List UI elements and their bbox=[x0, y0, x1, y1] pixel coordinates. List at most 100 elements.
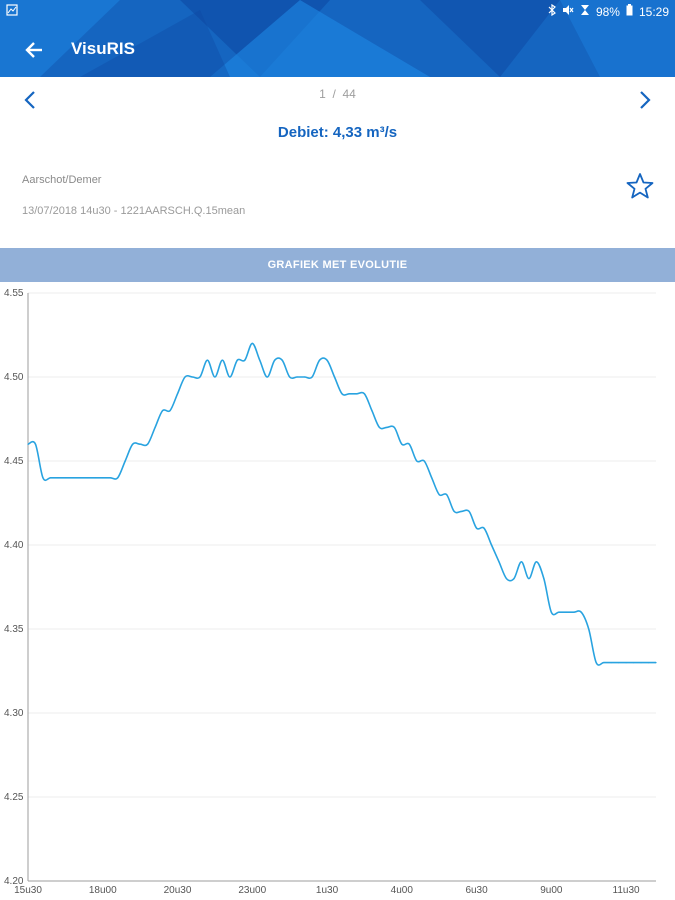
data-point bbox=[401, 443, 403, 445]
data-point bbox=[326, 359, 328, 361]
data-point bbox=[154, 426, 156, 428]
data-point bbox=[438, 494, 440, 496]
data-point bbox=[446, 494, 448, 496]
data-point bbox=[147, 443, 149, 445]
x-tick-label: 23u00 bbox=[238, 885, 266, 896]
series-line bbox=[27, 342, 656, 666]
data-point bbox=[289, 376, 291, 378]
data-point bbox=[640, 662, 642, 664]
notification-icon bbox=[6, 4, 18, 19]
data-point bbox=[27, 443, 29, 445]
data-point bbox=[102, 477, 104, 479]
star-icon bbox=[626, 173, 654, 199]
y-tick-label: 4.35 bbox=[4, 624, 24, 635]
data-point bbox=[632, 662, 635, 664]
app-bar: 98% 15:29 VisuRIS bbox=[0, 0, 675, 77]
data-point bbox=[603, 662, 605, 664]
data-point bbox=[311, 376, 313, 378]
data-point bbox=[251, 342, 253, 344]
data-point bbox=[461, 510, 463, 512]
discharge-value: Debiet: 4,33 m³/s bbox=[277, 124, 398, 141]
status-bar: 98% 15:29 bbox=[0, 0, 675, 24]
y-tick-label: 4.45 bbox=[4, 456, 24, 467]
data-point bbox=[625, 662, 627, 664]
app-title: VisuRIS bbox=[71, 39, 135, 58]
data-point bbox=[386, 426, 388, 428]
data-point bbox=[72, 477, 74, 479]
data-point bbox=[483, 527, 485, 529]
data-point bbox=[468, 510, 470, 512]
data-point bbox=[169, 410, 171, 412]
data-point bbox=[363, 393, 366, 395]
data-point bbox=[535, 561, 537, 563]
data-point bbox=[49, 477, 52, 479]
x-tick-label: 18u00 bbox=[89, 885, 117, 896]
data-point bbox=[333, 376, 336, 378]
data-point bbox=[109, 477, 111, 479]
data-point bbox=[79, 477, 81, 479]
data-point bbox=[498, 561, 500, 563]
next-button[interactable] bbox=[633, 89, 655, 111]
y-tick-label: 4.55 bbox=[4, 288, 24, 299]
data-point bbox=[176, 393, 179, 395]
data-point bbox=[191, 376, 194, 378]
data-point bbox=[34, 443, 37, 445]
pager: 1 / 44 bbox=[0, 77, 675, 117]
data-point bbox=[610, 662, 612, 664]
data-point bbox=[378, 426, 380, 428]
favorite-button[interactable] bbox=[626, 172, 654, 200]
y-tick-label: 4.25 bbox=[4, 792, 24, 803]
arrow-left-icon bbox=[25, 42, 42, 58]
data-point bbox=[580, 611, 582, 613]
battery-level: 98% bbox=[595, 4, 620, 19]
data-point bbox=[528, 578, 530, 580]
data-point bbox=[356, 393, 358, 395]
station-name: Aarschot/Demer bbox=[22, 174, 102, 186]
page-separator: / bbox=[332, 87, 336, 101]
data-point bbox=[236, 359, 238, 361]
data-point bbox=[117, 477, 119, 479]
data-point bbox=[393, 426, 395, 428]
back-button[interactable] bbox=[20, 36, 48, 64]
data-point bbox=[94, 477, 96, 479]
discharge-chart: 4.20 4.25 4.30 4.35 4.40 4.45 4.50 4.55 15u30 18u… bbox=[4, 288, 657, 896]
y-tick-label: 4.50 bbox=[4, 372, 24, 383]
chevron-right-icon bbox=[640, 91, 651, 109]
data-point bbox=[341, 393, 343, 395]
data-point bbox=[281, 359, 283, 361]
battery-icon bbox=[626, 4, 633, 19]
data-point bbox=[588, 628, 590, 630]
data-point bbox=[139, 443, 141, 445]
page-current: 1 bbox=[319, 87, 326, 101]
data-point bbox=[87, 477, 89, 479]
y-tick-label: 4.40 bbox=[4, 540, 24, 551]
y-tick-label: 4.20 bbox=[4, 876, 24, 887]
previous-button[interactable] bbox=[20, 89, 42, 111]
data-point bbox=[475, 527, 478, 529]
measurement-info: 13/07/2018 14u30 - 1221AARSCH.Q.15mean bbox=[22, 205, 246, 217]
data-point bbox=[416, 460, 418, 462]
data-point bbox=[199, 376, 201, 378]
data-point bbox=[505, 578, 508, 580]
data-point bbox=[42, 477, 44, 479]
data-point bbox=[543, 578, 545, 580]
data-point bbox=[453, 510, 455, 512]
y-tick-label: 4.30 bbox=[4, 708, 24, 719]
x-tick-label: 15u30 bbox=[14, 885, 42, 896]
data-point bbox=[266, 376, 268, 378]
x-tick-label: 20u30 bbox=[164, 885, 192, 896]
data-point bbox=[371, 410, 373, 412]
graph-evolution-button[interactable]: GRAFIEK MET EVOLUTIE bbox=[0, 248, 675, 282]
data-point bbox=[184, 376, 186, 378]
x-tick-label: 9u00 bbox=[540, 885, 563, 896]
data-point bbox=[304, 376, 306, 378]
data-point bbox=[274, 359, 276, 361]
data-point bbox=[423, 460, 425, 462]
data-point bbox=[655, 662, 657, 664]
data-point bbox=[244, 359, 246, 361]
x-tick-label: 1u30 bbox=[316, 885, 339, 896]
data-point bbox=[132, 443, 134, 445]
data-point bbox=[558, 611, 560, 613]
page-indicator: 1 / 44 bbox=[0, 87, 675, 101]
data-point bbox=[229, 376, 231, 378]
